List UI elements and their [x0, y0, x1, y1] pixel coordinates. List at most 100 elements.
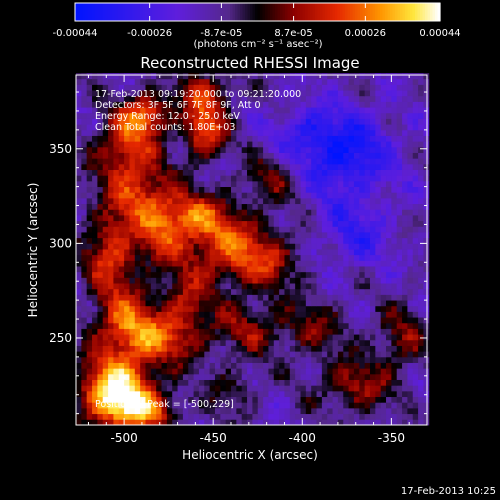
heatmap-cell — [402, 311, 408, 318]
heatmap-cell — [150, 351, 157, 358]
heatmap-cell — [86, 249, 93, 256]
heatmap-cell — [188, 101, 194, 108]
heatmap-cell — [108, 129, 114, 136]
heatmap-cell — [369, 118, 376, 125]
heatmap-cell — [140, 356, 146, 363]
heatmap-cell — [289, 277, 296, 284]
heatmap-cell — [305, 73, 312, 80]
heatmap-cell — [204, 351, 211, 358]
heatmap-cell — [231, 271, 237, 278]
heatmap-cell — [92, 203, 98, 210]
heatmap-cell — [343, 237, 350, 244]
heatmap-cell — [337, 385, 344, 392]
heatmap-cell — [391, 237, 398, 244]
heatmap-cell — [257, 158, 264, 165]
colorbar-cell — [387, 3, 391, 21]
heatmap-cell — [145, 413, 152, 420]
heatmap-cell — [268, 180, 275, 188]
heatmap-cell — [369, 84, 376, 91]
heatmap-cell — [402, 232, 408, 239]
heatmap-cell — [380, 124, 387, 131]
heatmap-cell — [343, 390, 350, 398]
heatmap-cell — [316, 118, 323, 125]
heatmap-cell — [300, 317, 307, 324]
heatmap-cell — [327, 209, 333, 216]
heatmap-cell — [108, 266, 114, 273]
heatmap-cell — [295, 368, 301, 375]
heatmap-cell — [247, 118, 253, 125]
colorbar-cell — [312, 3, 316, 21]
heatmap-cell — [369, 186, 376, 193]
heatmap-cell — [145, 322, 152, 329]
heatmap-cell — [343, 203, 350, 210]
heatmap-cell — [134, 271, 141, 278]
colorbar-cell — [112, 3, 116, 21]
heatmap-cell — [225, 300, 232, 307]
heatmap-cell — [214, 124, 221, 131]
heatmap-cell — [268, 356, 275, 363]
heatmap-cell — [418, 379, 424, 386]
heatmap-cell — [311, 180, 317, 188]
heatmap-cell — [209, 249, 216, 256]
heatmap-cell — [263, 152, 269, 159]
heatmap-cell — [140, 107, 146, 114]
heatmap-cell — [343, 135, 350, 142]
heatmap-cell — [134, 402, 141, 409]
heatmap-cell — [204, 141, 211, 148]
heatmap-cell — [177, 192, 184, 199]
heatmap-cell — [214, 197, 221, 205]
heatmap-cell — [348, 141, 355, 148]
heatmap-cell — [247, 220, 253, 227]
heatmap-cell — [113, 385, 120, 392]
heatmap-cell — [279, 379, 285, 386]
heatmap-cell — [177, 112, 184, 119]
heatmap-cell — [380, 362, 387, 369]
heatmap-cell — [129, 192, 136, 199]
heatmap-cell — [327, 385, 333, 392]
heatmap-cell — [316, 78, 323, 85]
heatmap-cell — [327, 249, 333, 256]
heatmap-cell — [311, 124, 317, 131]
heatmap-cell — [102, 175, 109, 182]
heatmap-cell — [140, 368, 146, 375]
heatmap-cell — [311, 163, 317, 170]
heatmap-cell — [396, 243, 403, 250]
heatmap-cell — [209, 107, 216, 114]
heatmap-cell — [182, 254, 189, 261]
heatmap-cell — [231, 175, 237, 182]
heatmap-cell — [300, 419, 307, 426]
heatmap-cell — [412, 95, 419, 102]
heatmap-cell — [423, 101, 430, 108]
heatmap-cell — [97, 232, 104, 239]
heatmap-cell — [321, 163, 328, 170]
heatmap-cell — [289, 232, 296, 239]
heatmap-cell — [407, 215, 414, 222]
heatmap-cell — [305, 260, 312, 267]
heatmap-cell — [188, 118, 194, 125]
heatmap-cell — [166, 135, 173, 142]
heatmap-cell — [145, 390, 152, 398]
heatmap-cell — [268, 163, 275, 170]
heatmap-cell — [145, 215, 152, 222]
heatmap-cell — [380, 334, 387, 341]
heatmap-cell — [386, 413, 392, 420]
heatmap-cell — [348, 243, 355, 250]
heatmap-cell — [423, 243, 430, 250]
heatmap-cell — [391, 243, 398, 250]
heatmap-cell — [364, 311, 371, 318]
colorbar-ticks: -0.00044 -0.00026 -8.7e-05 8.7e-05 0.00026 0.… — [53, 3, 461, 39]
heatmap-cell — [407, 220, 414, 227]
heatmap-cell — [316, 373, 323, 380]
heatmap-cell — [76, 186, 82, 193]
heatmap-cell — [118, 254, 125, 261]
heatmap-cell — [300, 124, 307, 131]
heatmap-cell — [76, 124, 82, 131]
heatmap-cell — [156, 220, 162, 227]
heatmap-cell — [231, 232, 237, 239]
heatmap-cell — [76, 254, 82, 261]
heatmap-cell — [375, 271, 382, 278]
heatmap-cell — [134, 260, 141, 267]
heatmap-cell — [108, 95, 114, 102]
heatmap-cell — [327, 175, 333, 182]
